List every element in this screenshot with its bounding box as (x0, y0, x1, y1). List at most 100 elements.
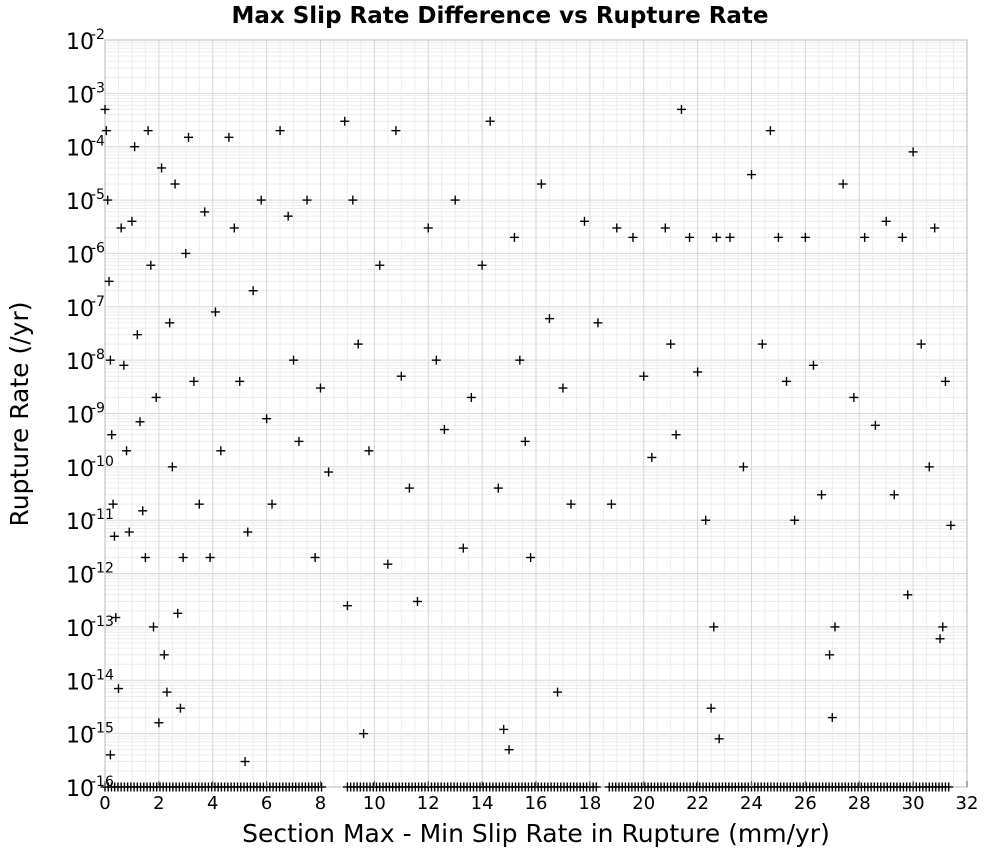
data-point (782, 376, 792, 386)
data-point (747, 170, 756, 180)
data-point (289, 355, 299, 365)
data-point (143, 126, 153, 136)
data-point (849, 392, 859, 402)
data-point (148, 622, 158, 632)
data-point (924, 462, 934, 472)
data-point (364, 446, 374, 456)
data-point (173, 608, 183, 618)
data-point (170, 179, 180, 189)
data-point (248, 286, 258, 296)
data-point (773, 232, 783, 242)
data-point (229, 223, 239, 233)
data-point (159, 650, 169, 660)
data-point (817, 490, 827, 500)
data-point (566, 499, 576, 509)
data-point (553, 687, 563, 697)
data-point (119, 360, 129, 370)
y-tick-label: 10 (66, 297, 94, 322)
data-point (520, 436, 530, 446)
y-tick-label: 10 (66, 83, 94, 108)
data-point (262, 414, 272, 424)
y-tick-exponent: -2 (91, 27, 105, 43)
y-tick-label: 10 (66, 564, 94, 589)
floor-point (944, 782, 954, 792)
data-point (267, 499, 277, 509)
data-point (111, 613, 121, 623)
data-point (647, 452, 657, 462)
y-tick-exponent: -3 (91, 80, 105, 96)
data-point (216, 446, 226, 456)
data-point (340, 116, 350, 126)
data-point (714, 734, 724, 744)
data-point (671, 430, 681, 440)
data-point (431, 355, 441, 365)
data-point (412, 596, 422, 606)
y-tick-label: 10 (66, 617, 94, 642)
data-point (302, 195, 312, 205)
data-point (660, 223, 670, 233)
data-point (685, 232, 695, 242)
data-point (485, 116, 495, 126)
data-point (124, 527, 134, 537)
data-point (130, 142, 140, 152)
y-tick-exponent: -10 (91, 454, 114, 470)
data-point (181, 248, 191, 258)
data-point (526, 553, 536, 563)
data-point (178, 553, 188, 563)
data-point (676, 104, 686, 114)
x-tick-label: 16 (525, 793, 548, 814)
data-point (666, 339, 676, 349)
data-point (860, 232, 870, 242)
data-point (757, 339, 767, 349)
y-tick-exponent: -16 (91, 774, 114, 790)
data-points (100, 104, 956, 792)
data-point (383, 559, 393, 569)
data-point (194, 499, 204, 509)
data-point (544, 314, 554, 324)
y-tick-exponent: -5 (91, 187, 105, 203)
data-point (504, 745, 514, 755)
data-point (825, 650, 835, 660)
data-point (127, 216, 137, 226)
x-tick-label: 18 (578, 793, 601, 814)
data-point (903, 590, 913, 600)
y-tick-label: 10 (66, 30, 94, 55)
data-point (157, 163, 167, 173)
y-tick-label: 10 (66, 457, 94, 482)
data-point (116, 223, 126, 233)
data-point (450, 195, 460, 205)
data-point (423, 223, 433, 233)
y-tick-exponent: -7 (91, 294, 105, 310)
data-point (889, 490, 899, 500)
x-tick-label: 22 (686, 793, 709, 814)
data-point (693, 367, 703, 377)
y-tick-label: 10 (66, 404, 94, 429)
data-point (800, 232, 810, 242)
data-point (154, 718, 164, 728)
data-point (105, 750, 115, 760)
data-point (509, 232, 519, 242)
y-tick-label: 10 (66, 670, 94, 695)
data-point (930, 223, 940, 233)
data-point (725, 232, 735, 242)
data-point (210, 307, 220, 317)
data-point (146, 260, 156, 270)
data-point (375, 260, 385, 270)
data-point (108, 499, 118, 509)
y-tick-label: 10 (66, 137, 94, 162)
data-point (738, 462, 748, 472)
data-point (404, 483, 414, 493)
data-point (256, 195, 266, 205)
y-tick-exponent: -8 (91, 347, 105, 363)
data-point (477, 260, 487, 270)
y-tick-exponent: -12 (91, 561, 114, 577)
data-point (105, 355, 115, 365)
data-point (283, 211, 293, 221)
data-point (200, 207, 210, 217)
data-point (189, 376, 199, 386)
data-point (499, 724, 509, 734)
x-tick-label: 20 (632, 793, 655, 814)
data-point (881, 216, 891, 226)
data-point (515, 355, 525, 365)
y-tick-exponent: -11 (91, 507, 114, 523)
